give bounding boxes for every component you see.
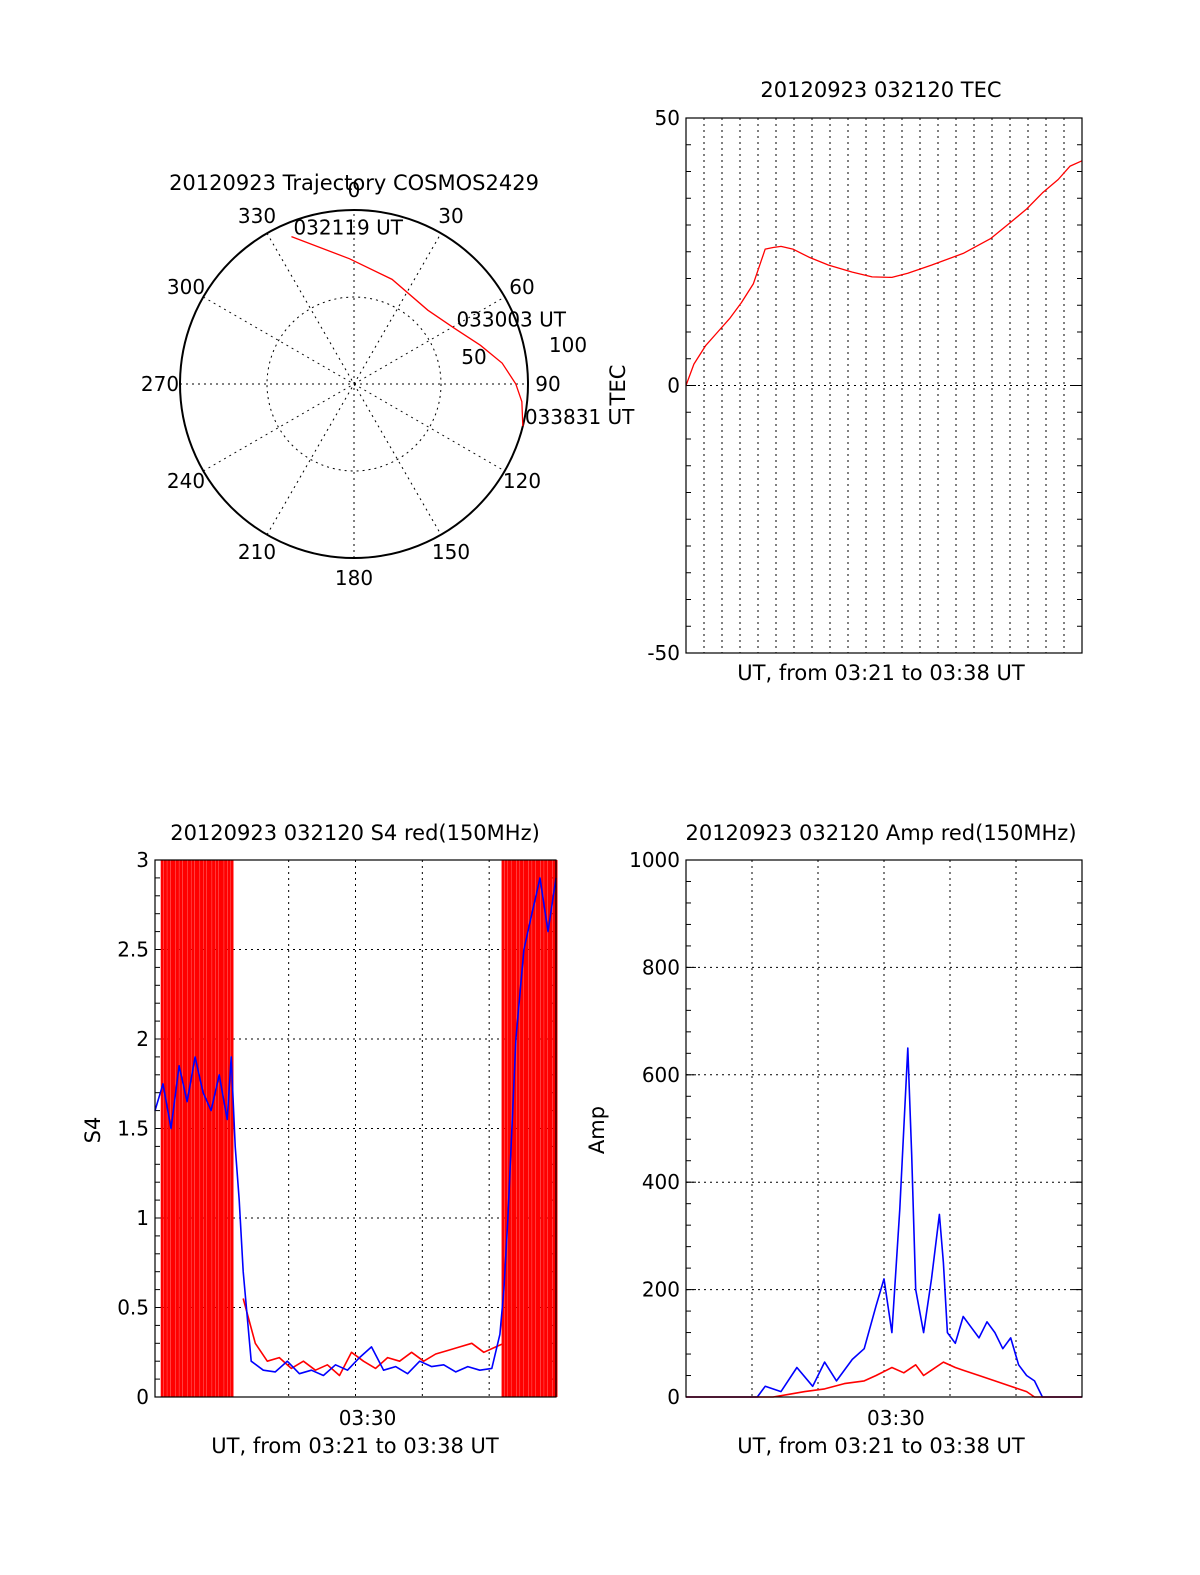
x-tick-label: 03:30 — [339, 1406, 397, 1430]
s4-title: 20120923 032120 S4 red(150MHz) — [170, 821, 540, 845]
tec-title: 20120923 032120 TEC — [760, 78, 1001, 102]
polar-radial-label: 100 — [549, 333, 587, 357]
polar-azimuth-label: 180 — [335, 566, 373, 590]
tec-xlabel: UT, from 03:21 to 03:38 UT — [737, 661, 1025, 685]
amp-panel: 20120923 032120 Amp red(150MHz) 0 200 400 6… — [585, 821, 1083, 1458]
polar-azimuth-label: 330 — [238, 204, 276, 228]
series-line — [685, 160, 1083, 386]
polar-radial-label: 50 — [461, 345, 486, 369]
y-tick-label: 50 — [655, 106, 680, 130]
polar-azimuth-label: 150 — [432, 540, 470, 564]
polar-azimuth-label: 300 — [167, 275, 205, 299]
y-tick-label: 0 — [136, 1385, 149, 1409]
s4-plot-area: 0 0.5 1 1.5 2 2.5 3 03:30 — [117, 848, 558, 1430]
polar-azimuth-label: 210 — [238, 540, 276, 564]
series-line — [686, 1361, 1082, 1398]
polar-azimuth-labels: 0 30 60 90 120 150 180 210 240 270 300 330 — [141, 178, 561, 590]
y-tick-label: 3 — [136, 848, 149, 872]
series-line — [154, 877, 557, 1377]
polar-panel: 20120923 Trajectory COSMOS2429 0 30 60 90 12… — [141, 171, 635, 590]
polar-grid — [179, 209, 529, 559]
tec-plot-area: -50 0 50 — [647, 106, 1083, 665]
polar-azimuth-label: 240 — [167, 469, 205, 493]
y-tick-label: 1000 — [629, 848, 680, 872]
polar-trajectory-line — [291, 236, 524, 427]
polar-azimuth-label: 0 — [348, 178, 361, 202]
x-tick-label: 03:30 — [867, 1406, 925, 1430]
s4-ylabel: S4 — [81, 1117, 105, 1144]
polar-azimuth-label: 60 — [509, 275, 534, 299]
polar-azimuth-label: 270 — [141, 372, 179, 396]
polar-trajectory — [291, 236, 524, 427]
y-tick-label: 800 — [642, 955, 680, 979]
y-tick-label: 0.5 — [117, 1296, 149, 1320]
polar-time-annotation: 033003 UT — [456, 307, 566, 331]
series-line — [686, 1047, 1082, 1398]
amp-ylabel: Amp — [585, 1106, 609, 1154]
polar-azimuth-label: 30 — [438, 204, 463, 228]
amp-xlabel: UT, from 03:21 to 03:38 UT — [737, 1434, 1025, 1458]
polar-azimuth-label: 90 — [535, 372, 560, 396]
amp-plot-area: 0 200 400 600 800 1000 03:30 — [629, 848, 1083, 1430]
s4-xlabel: UT, from 03:21 to 03:38 UT — [211, 1434, 499, 1458]
tec-panel: 20120923 032120 TEC -50 0 50 UT, from 03:2… — [606, 78, 1083, 685]
s4-panel: 20120923 032120 S4 red(150MHz) 0 0.5 1 1.5 2… — [81, 821, 558, 1458]
series-line — [242, 1298, 505, 1377]
y-tick-label: 0 — [667, 1385, 680, 1409]
polar-time-annotation: 033831 UT — [525, 405, 635, 429]
y-tick-label: -50 — [647, 641, 680, 665]
polar-title: 20120923 Trajectory COSMOS2429 — [169, 171, 539, 195]
polar-radial-labels: 50 100 — [461, 333, 587, 369]
y-tick-label: 1.5 — [117, 1117, 149, 1141]
plot-frame — [154, 859, 557, 1398]
plot-frame — [685, 117, 1083, 654]
y-tick-label: 1 — [136, 1206, 149, 1230]
polar-grid-circle — [266, 296, 442, 472]
tec-ylabel: TEC — [606, 365, 630, 407]
y-tick-label: 400 — [642, 1170, 680, 1194]
amp-title: 20120923 032120 Amp red(150MHz) — [685, 821, 1076, 845]
y-tick-label: 200 — [642, 1278, 680, 1302]
polar-annotations: 032119 UT 033003 UT 033831 UT — [293, 216, 635, 429]
plot-frame — [685, 859, 1083, 1398]
polar-azimuth-label: 120 — [503, 469, 541, 493]
y-tick-label: 0 — [667, 374, 680, 398]
y-tick-label: 2.5 — [117, 938, 149, 962]
polar-time-annotation: 032119 UT — [293, 216, 403, 240]
y-tick-label: 2 — [136, 1027, 149, 1051]
y-tick-label: 600 — [642, 1063, 680, 1087]
polar-spoke — [266, 233, 442, 535]
